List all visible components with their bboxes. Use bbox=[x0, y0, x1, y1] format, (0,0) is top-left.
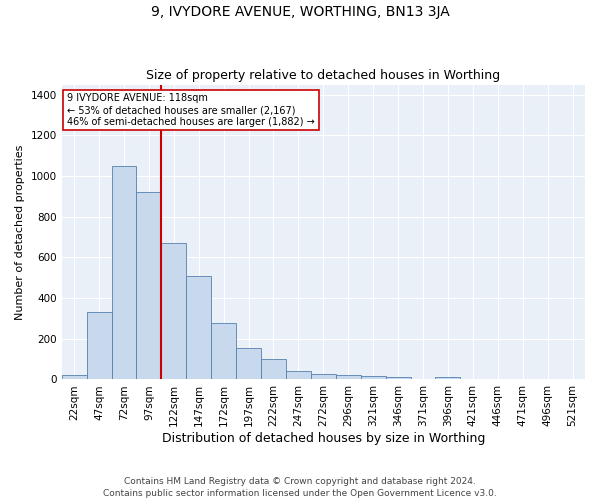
Text: 9, IVYDORE AVENUE, WORTHING, BN13 3JA: 9, IVYDORE AVENUE, WORTHING, BN13 3JA bbox=[151, 5, 449, 19]
Bar bbox=[286, 372, 311, 380]
Text: 9 IVYDORE AVENUE: 118sqm
← 53% of detached houses are smaller (2,167)
46% of sem: 9 IVYDORE AVENUE: 118sqm ← 53% of detach… bbox=[67, 94, 314, 126]
Bar bbox=[436, 376, 460, 380]
Bar bbox=[161, 243, 186, 380]
Bar bbox=[236, 348, 261, 380]
Bar bbox=[136, 192, 161, 380]
X-axis label: Distribution of detached houses by size in Worthing: Distribution of detached houses by size … bbox=[161, 432, 485, 445]
Bar bbox=[62, 376, 86, 380]
Bar bbox=[336, 375, 361, 380]
Bar bbox=[186, 276, 211, 380]
Bar bbox=[211, 322, 236, 380]
Title: Size of property relative to detached houses in Worthing: Size of property relative to detached ho… bbox=[146, 69, 500, 82]
Y-axis label: Number of detached properties: Number of detached properties bbox=[15, 144, 25, 320]
Bar bbox=[261, 359, 286, 380]
Bar bbox=[361, 376, 386, 380]
Bar bbox=[311, 374, 336, 380]
Bar bbox=[386, 378, 410, 380]
Text: Contains HM Land Registry data © Crown copyright and database right 2024.
Contai: Contains HM Land Registry data © Crown c… bbox=[103, 476, 497, 498]
Bar bbox=[86, 312, 112, 380]
Bar bbox=[112, 166, 136, 380]
